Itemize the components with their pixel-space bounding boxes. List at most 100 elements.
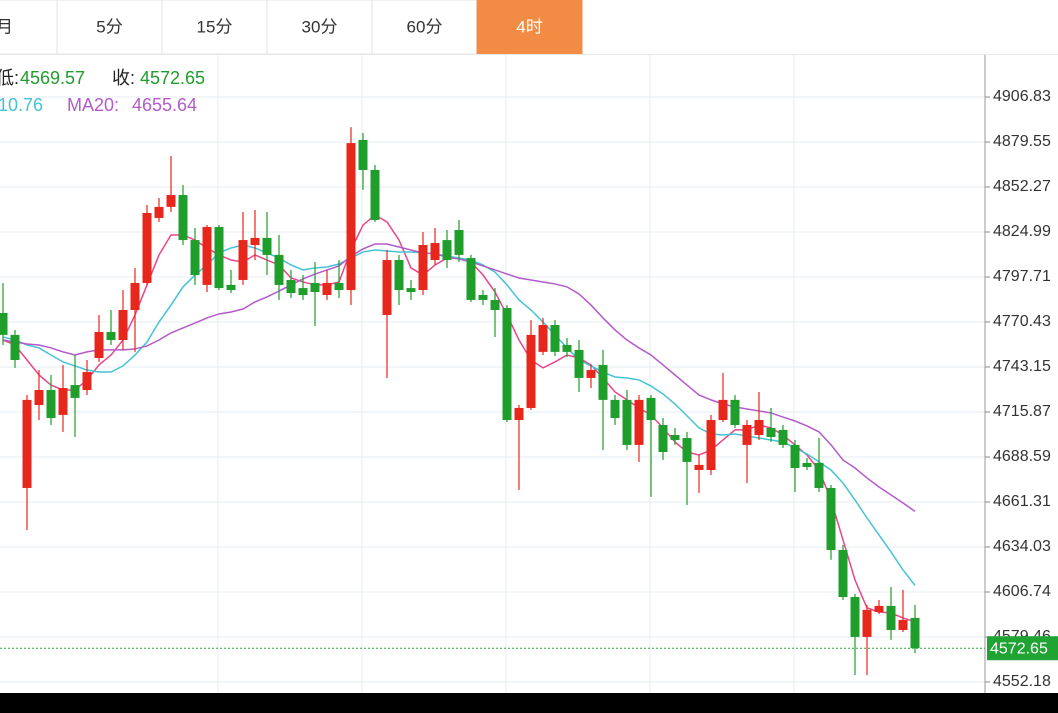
tab[interactable]	[161, 0, 268, 55]
candle-body	[346, 143, 356, 291]
candle-body	[658, 424, 668, 453]
candle-body	[490, 299, 500, 311]
candle-body	[46, 389, 56, 419]
tab-label[interactable]: 15分	[197, 17, 233, 36]
candle-body	[322, 282, 332, 295]
candle-body	[82, 372, 92, 390]
candle-body	[706, 420, 716, 470]
candle-body	[670, 435, 680, 440]
y-tick-label: 4743.15	[993, 358, 1051, 375]
candle-body	[190, 240, 200, 276]
candle-body	[154, 206, 164, 218]
candle-body	[766, 427, 776, 438]
candle-body	[682, 437, 692, 462]
candle-body	[874, 605, 884, 613]
candle-body	[94, 331, 104, 359]
candle-body	[178, 195, 188, 241]
tab-label[interactable]: 5分	[96, 17, 122, 36]
candle-body	[382, 260, 392, 315]
candle-body	[622, 399, 632, 445]
y-tick-label: 4606.74	[993, 583, 1051, 600]
candle-body	[742, 424, 752, 445]
candle-body	[646, 397, 656, 421]
tab-label[interactable]: 月	[0, 17, 13, 36]
tab-label[interactable]: 30分	[302, 17, 338, 36]
y-tick-label: 4879.55	[993, 133, 1051, 150]
candle-body	[802, 462, 812, 468]
candle-body	[514, 407, 524, 421]
candle-body	[754, 420, 764, 436]
candle-body	[814, 462, 824, 488]
candle-body	[166, 195, 176, 207]
candle-body	[214, 227, 224, 289]
candle-body	[502, 308, 512, 421]
candle-body	[418, 245, 428, 291]
candle-body	[838, 549, 848, 598]
candle-body	[130, 282, 140, 311]
tab-label[interactable]: 4时	[516, 17, 542, 36]
low-label: 低:	[0, 68, 19, 88]
candle-body	[226, 284, 236, 291]
y-tick-label: 4852.27	[993, 178, 1051, 195]
candle-body	[898, 619, 908, 630]
ma20-value: 4655.64	[132, 95, 197, 115]
candle-body	[70, 385, 80, 398]
y-tick-label: 4770.43	[993, 313, 1051, 330]
candle-body	[238, 240, 248, 280]
candle-body	[358, 139, 368, 170]
candle-body	[286, 279, 296, 294]
candle-body	[274, 254, 284, 285]
candle-body	[610, 399, 620, 419]
candle-body	[634, 399, 644, 445]
candle-body	[778, 429, 788, 445]
candle-body	[10, 334, 20, 360]
bottom-bar	[0, 693, 1058, 713]
candle-body	[106, 331, 116, 341]
candle-body	[310, 282, 320, 293]
candle-body	[526, 334, 536, 408]
candle-body	[862, 609, 872, 637]
candle-body	[22, 399, 32, 488]
candle-body	[298, 288, 308, 295]
last-price-label: 4572.65	[990, 640, 1048, 657]
candle-body	[250, 237, 260, 246]
candle-body	[910, 617, 920, 649]
tab[interactable]	[56, 0, 163, 55]
candle-body	[454, 230, 464, 255]
candle-body	[442, 240, 452, 261]
last-price-box	[987, 636, 1058, 661]
close-value: 4572.65	[140, 68, 205, 88]
y-tick-label: 4906.83	[993, 88, 1051, 105]
candle-body	[550, 325, 560, 352]
candle-body	[0, 312, 8, 335]
candle-body	[466, 258, 476, 300]
candle-body	[370, 169, 380, 220]
y-tick-label: 4552.18	[993, 673, 1051, 690]
candle-body	[694, 464, 704, 470]
y-tick-label: 4797.71	[993, 268, 1051, 285]
ma10-text: 10.76	[0, 95, 43, 115]
candle-body	[202, 227, 212, 285]
y-tick-label: 4715.87	[993, 403, 1051, 420]
candle-body	[262, 237, 272, 255]
candle-body	[58, 388, 68, 415]
candle-body	[334, 282, 344, 291]
candle-body	[718, 399, 728, 421]
candle-body	[574, 349, 584, 378]
ma20-label: MA20:	[67, 95, 119, 115]
y-tick-label: 4661.31	[993, 493, 1051, 510]
y-tick-label: 4634.03	[993, 538, 1051, 555]
tab-label[interactable]: 60分	[407, 17, 443, 36]
candle-body	[850, 597, 860, 637]
candle-body	[430, 243, 440, 261]
close-label: 收:	[112, 68, 135, 88]
candle-body	[586, 370, 596, 378]
candle-body	[562, 344, 572, 352]
y-tick-label: 4824.99	[993, 223, 1051, 240]
tab[interactable]	[476, 0, 583, 55]
candle-body	[118, 310, 128, 341]
candle-body	[142, 213, 152, 283]
candle-body	[886, 605, 896, 630]
